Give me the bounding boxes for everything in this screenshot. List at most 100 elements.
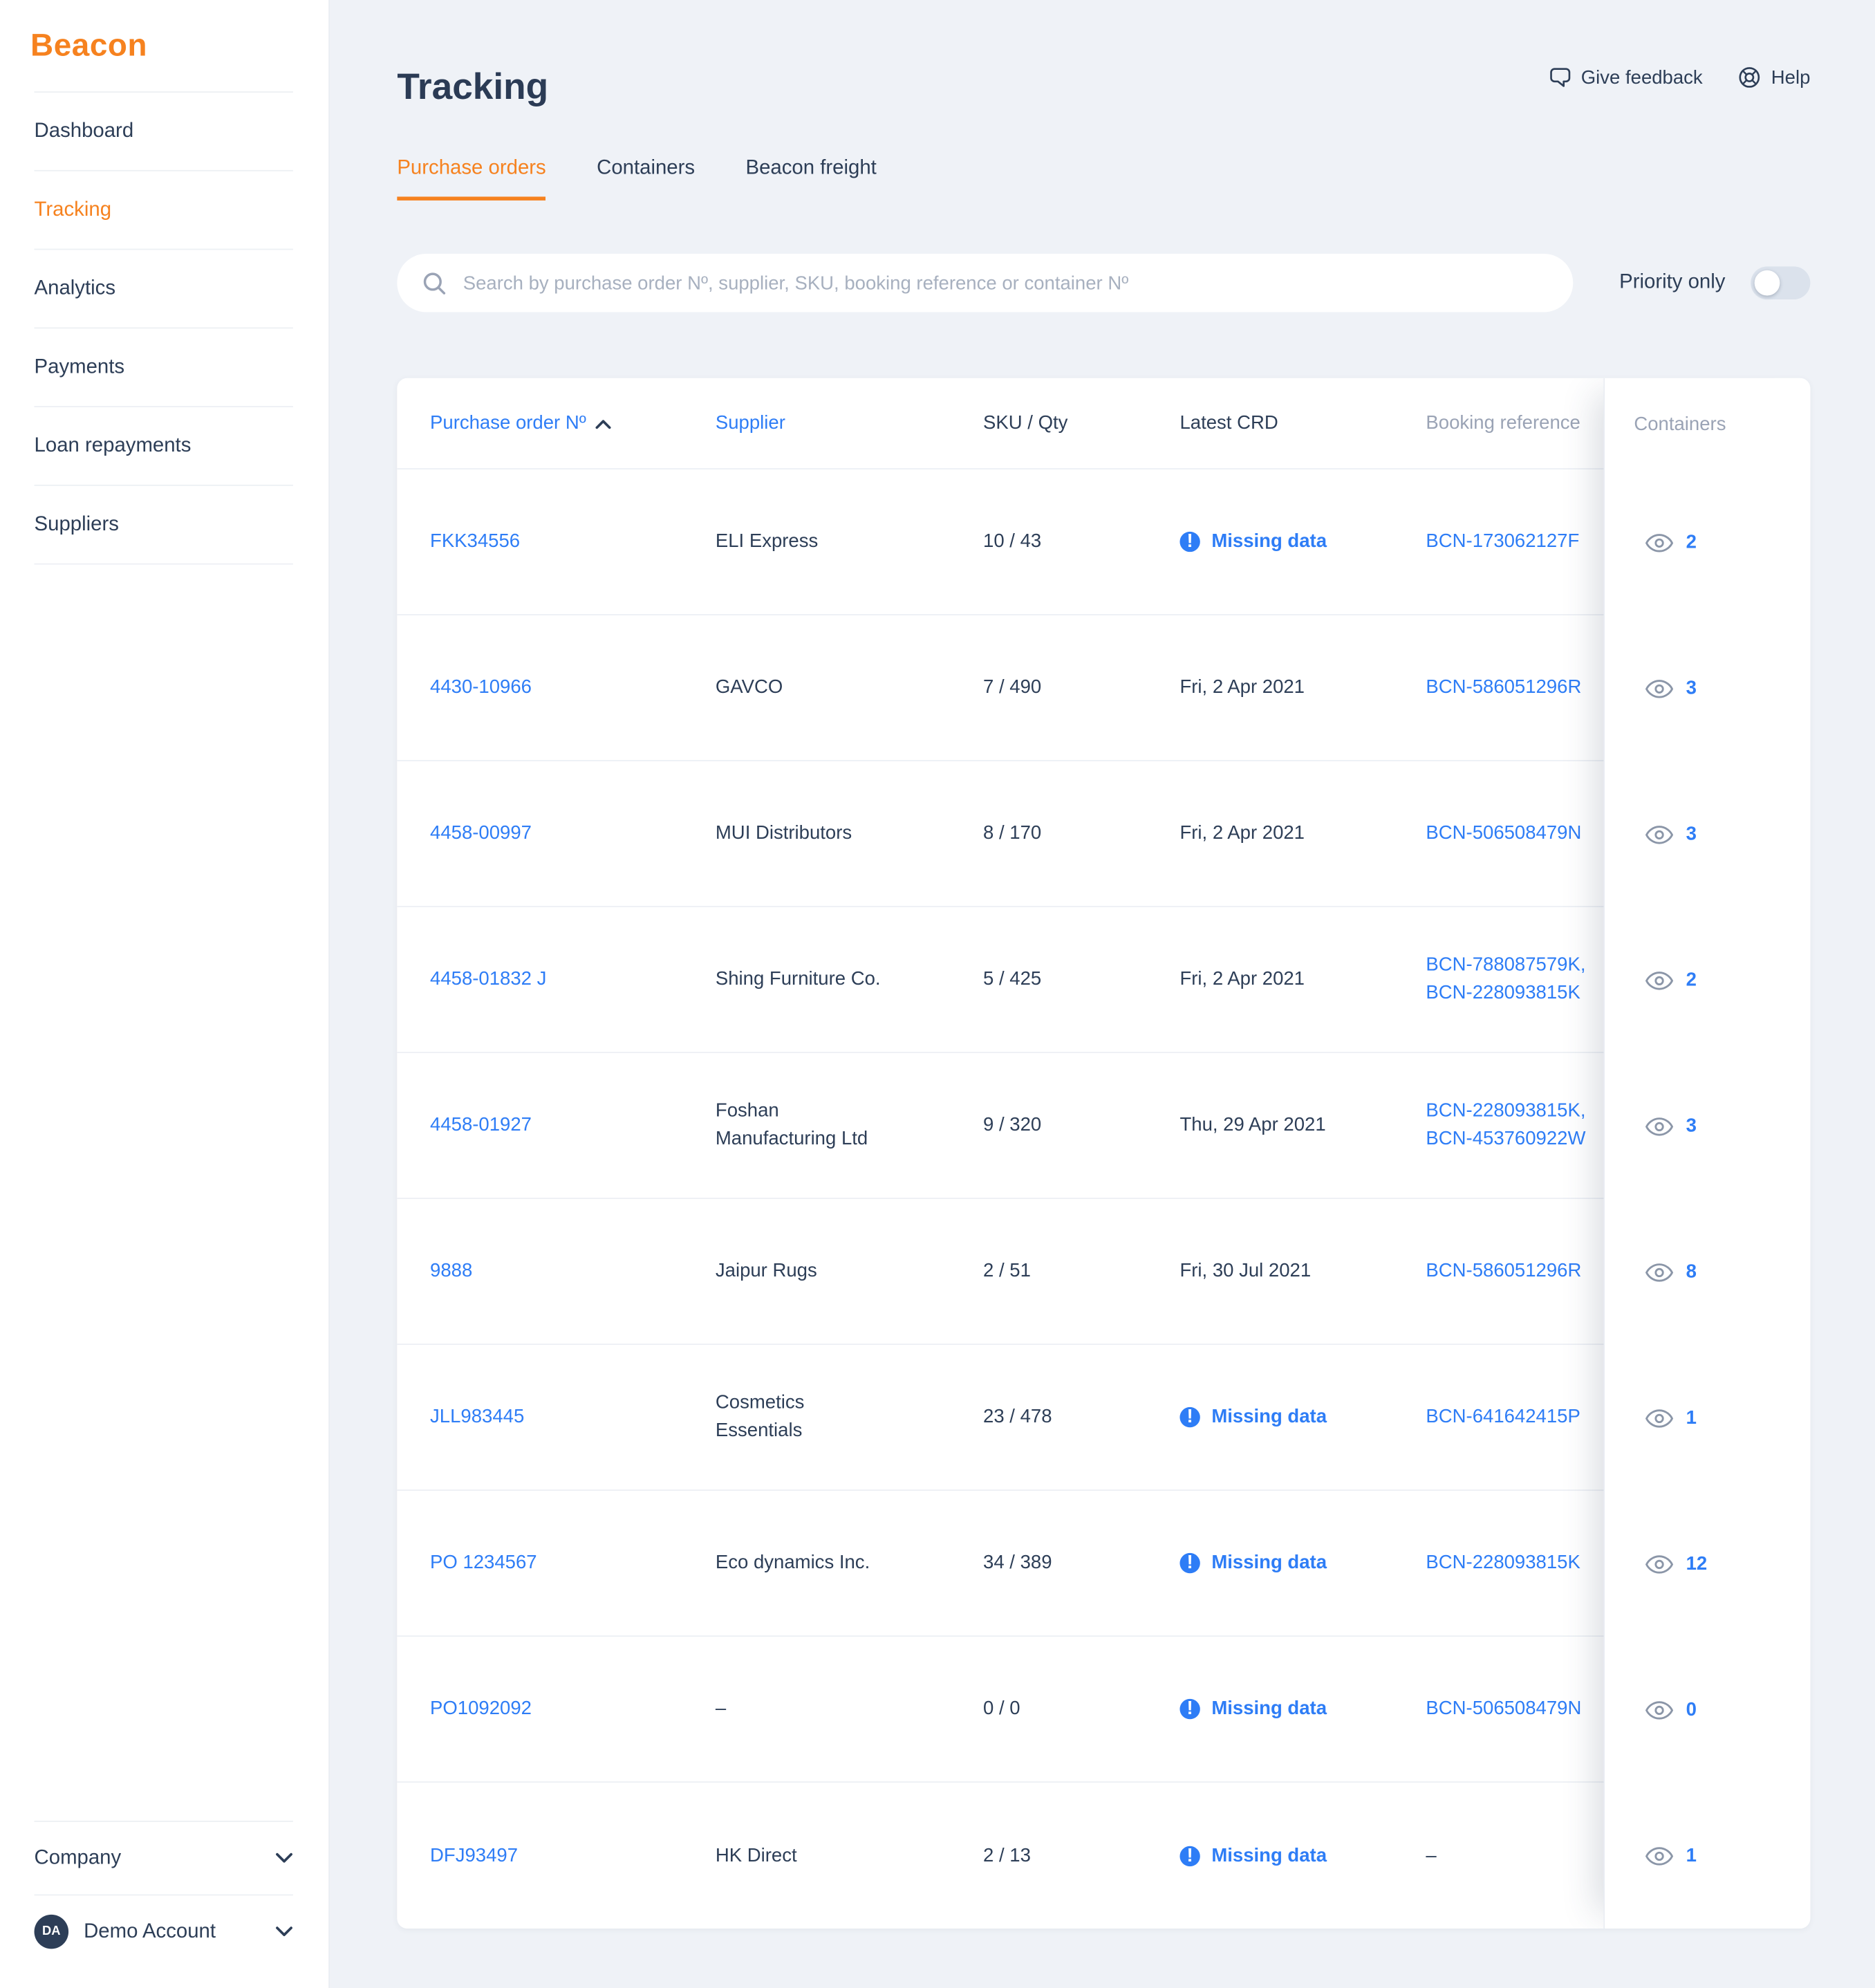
give-feedback-label: Give feedback — [1580, 66, 1703, 89]
table-row[interactable]: PO 1234567 Eco dynamics Inc. 34 / 389 ! … — [397, 1491, 1811, 1637]
booking-reference-link[interactable]: BCN-228093815K — [1426, 1552, 1580, 1574]
purchase-order-link[interactable]: FKK34556 — [430, 530, 521, 552]
column-header-containers: Containers — [1605, 378, 1810, 470]
containers-column-panel: Containers 2 3 3 2 3 8 1 12 0 1 — [1603, 378, 1811, 1929]
purchase-order-link[interactable]: 4430-10966 — [430, 676, 532, 698]
table-row[interactable]: FKK34556 ELI Express 10 / 43 ! Missing d… — [397, 470, 1811, 615]
column-header-booking-reference: Booking reference — [1426, 409, 1603, 437]
supplier-name: – — [715, 1698, 727, 1720]
table-body: FKK34556 ELI Express 10 / 43 ! Missing d… — [397, 470, 1811, 1929]
containers-cell[interactable]: 12 — [1605, 1491, 1810, 1637]
tab-beacon-freight[interactable]: Beacon freight — [745, 157, 877, 179]
column-header-sku-qty: SKU / Qty — [983, 409, 1179, 437]
table-row[interactable]: 4458-01832 J Shing Furniture Co. 5 / 425… — [397, 907, 1811, 1053]
containers-cell[interactable]: 1 — [1605, 1783, 1810, 1929]
purchase-order-link[interactable]: JLL983445 — [430, 1406, 525, 1428]
eye-icon — [1645, 1117, 1674, 1135]
sku-qty-value: 7 / 490 — [983, 676, 1042, 698]
sku-qty-value: 0 / 0 — [983, 1698, 1020, 1720]
purchase-orders-table: Purchase order Nº Supplier SKU / Qty Lat… — [397, 378, 1811, 1929]
containers-cell[interactable]: 1 — [1605, 1345, 1810, 1491]
table-row[interactable]: 4458-00997 MUI Distributors 8 / 170 ! Fr… — [397, 761, 1811, 907]
latest-crd-value: Fri, 2 Apr 2021 — [1179, 968, 1305, 990]
sidebar: Beacon Dashboard Tracking Analytics Payment… — [0, 0, 330, 1988]
table-row[interactable]: DFJ93497 HK Direct 2 / 13 ! Missing data… — [397, 1783, 1810, 1929]
column-header-purchase-order[interactable]: Purchase order Nº — [430, 409, 716, 437]
booking-reference-link[interactable]: BCN-228093815K, BCN-453760922W — [1426, 1099, 1586, 1150]
search-input[interactable] — [463, 272, 1548, 294]
search-icon — [423, 272, 446, 294]
booking-reference-link[interactable]: – — [1426, 1844, 1437, 1866]
table-header: Purchase order Nº Supplier SKU / Qty Lat… — [397, 378, 1811, 470]
sidebar-item-analytics[interactable]: Analytics — [34, 250, 293, 329]
container-count: 0 — [1686, 1698, 1697, 1721]
column-label: Purchase order Nº — [430, 411, 586, 434]
sidebar-item-dashboard[interactable]: Dashboard — [34, 93, 293, 171]
tab-bar: Purchase orders Containers Beacon freight — [397, 158, 1810, 201]
sku-qty-value: 9 / 320 — [983, 1114, 1042, 1136]
sidebar-item-tracking[interactable]: Tracking — [34, 171, 293, 250]
latest-crd-value: Fri, 2 Apr 2021 — [1179, 676, 1305, 698]
help-label: Help — [1771, 66, 1811, 89]
sidebar-item-loan-repayments[interactable]: Loan repayments — [34, 407, 293, 486]
sidebar-item-payments[interactable]: Payments — [34, 328, 293, 408]
table-row[interactable]: 9888 Jaipur Rugs 2 / 51 ! Fri, 30 Jul 20… — [397, 1199, 1811, 1345]
supplier-name: Cosmetics Essentials — [715, 1391, 805, 1442]
account-menu[interactable]: DA Demo Account — [34, 1894, 293, 1968]
booking-reference-link[interactable]: BCN-641642415P — [1426, 1406, 1580, 1428]
missing-data-icon: ! — [1179, 1406, 1200, 1428]
sidebar-nav: Dashboard Tracking Analytics Payments Loan r… — [0, 93, 328, 565]
company-selector[interactable]: Company — [34, 1821, 293, 1894]
purchase-order-link[interactable]: DFJ93497 — [430, 1844, 519, 1866]
container-count: 3 — [1686, 677, 1697, 700]
brand-logo[interactable]: Beacon — [30, 27, 148, 63]
divider — [34, 91, 293, 93]
purchase-order-link[interactable]: PO 1234567 — [430, 1552, 537, 1574]
supplier-name: Jaipur Rugs — [715, 1260, 817, 1282]
column-header-supplier[interactable]: Supplier — [716, 409, 983, 437]
containers-cell[interactable]: 8 — [1605, 1199, 1810, 1345]
container-count: 2 — [1686, 531, 1697, 554]
booking-reference-link[interactable]: BCN-506508479N — [1426, 1698, 1582, 1720]
container-count: 3 — [1686, 1115, 1697, 1137]
table-row[interactable]: JLL983445 Cosmetics Essentials 23 / 478 … — [397, 1345, 1811, 1492]
booking-reference-link[interactable]: BCN-506508479N — [1426, 822, 1582, 844]
container-count: 3 — [1686, 823, 1697, 846]
containers-cell[interactable]: 3 — [1605, 761, 1810, 907]
booking-reference-link[interactable]: BCN-586051296R — [1426, 1260, 1582, 1282]
sku-qty-value: 23 / 478 — [983, 1406, 1052, 1428]
latest-crd-value: Fri, 30 Jul 2021 — [1179, 1260, 1312, 1282]
help-button[interactable]: Help — [1738, 66, 1810, 89]
purchase-order-link[interactable]: 9888 — [430, 1260, 473, 1282]
purchase-order-link[interactable]: PO1092092 — [430, 1698, 532, 1720]
avatar: DA — [34, 1914, 69, 1949]
latest-crd-value: Missing data — [1211, 1552, 1327, 1574]
main-content: Give feedback Help Tracking Purchase ord… — [330, 0, 1875, 1988]
supplier-name: MUI Distributors — [715, 822, 852, 844]
missing-data-icon: ! — [1179, 1552, 1200, 1574]
containers-cell[interactable]: 2 — [1605, 907, 1810, 1053]
booking-reference-link[interactable]: BCN-586051296R — [1426, 676, 1582, 698]
table-row[interactable]: 4430-10966 GAVCO 7 / 490 ! Fri, 2 Apr 20… — [397, 615, 1811, 761]
container-count: 2 — [1686, 969, 1697, 992]
booking-reference-link[interactable]: BCN-173062127F — [1426, 530, 1580, 552]
purchase-order-link[interactable]: 4458-01832 J — [430, 968, 547, 990]
purchase-order-link[interactable]: 4458-00997 — [430, 822, 532, 844]
priority-toggle[interactable] — [1751, 266, 1811, 300]
tab-containers[interactable]: Containers — [597, 157, 696, 179]
give-feedback-button[interactable]: Give feedback — [1548, 66, 1703, 89]
account-name: Demo Account — [84, 1920, 216, 1942]
containers-cell[interactable]: 2 — [1605, 470, 1810, 615]
containers-cell[interactable]: 3 — [1605, 615, 1810, 761]
purchase-order-link[interactable]: 4458-01927 — [430, 1114, 532, 1136]
containers-cell[interactable]: 0 — [1605, 1637, 1810, 1783]
tab-purchase-orders[interactable]: Purchase orders — [397, 158, 546, 201]
booking-reference-link[interactable]: BCN-788087579K, BCN-228093815K — [1426, 954, 1586, 1004]
sidebar-item-suppliers[interactable]: Suppliers — [34, 486, 293, 565]
containers-cell[interactable]: 3 — [1605, 1053, 1810, 1199]
table-row[interactable]: PO1092092 – 0 / 0 ! Missing data BCN-506… — [397, 1637, 1811, 1783]
table-row[interactable]: 4458-01927 Foshan Manufacturing Ltd 9 / … — [397, 1053, 1811, 1199]
missing-data-icon: ! — [1179, 1844, 1200, 1866]
chevron-down-icon — [276, 1852, 292, 1863]
